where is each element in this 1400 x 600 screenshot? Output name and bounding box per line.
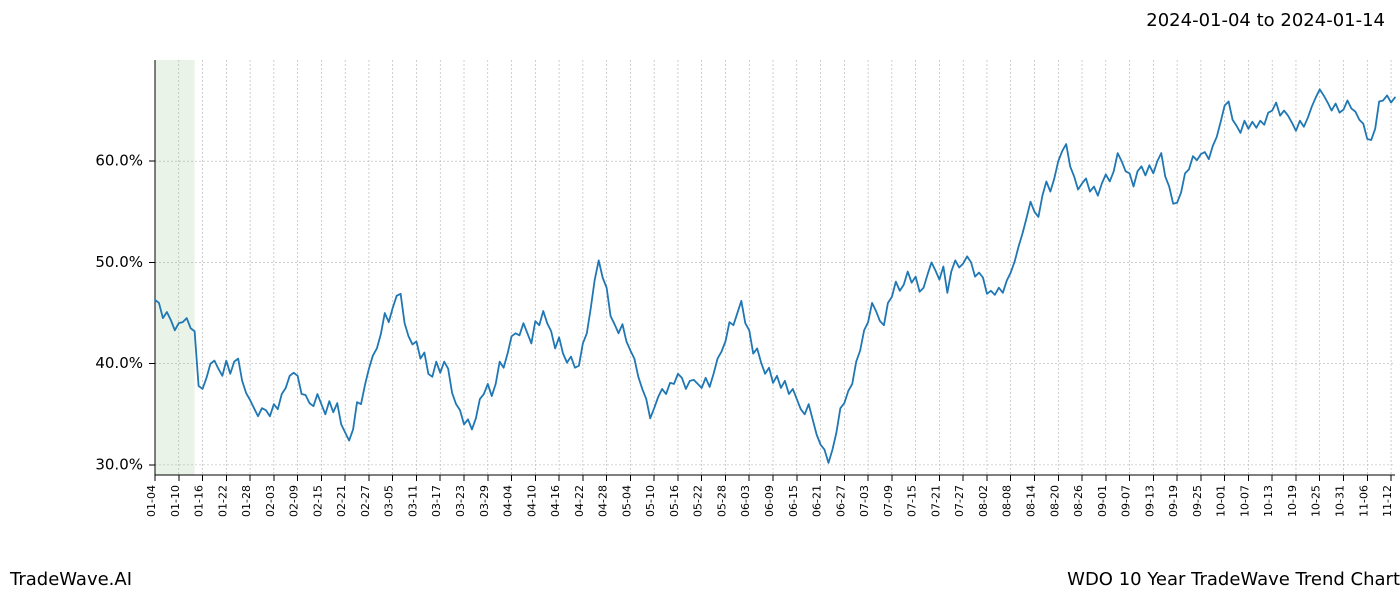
trend-chart: 30.0% 40.0% 50.0% 60.0% 01-04 01-10 01-16 01-22… <box>0 0 1400 600</box>
svg-text:02-03: 02-03 <box>264 485 277 517</box>
svg-text:08-20: 08-20 <box>1048 485 1061 517</box>
svg-text:08-02: 08-02 <box>977 485 990 517</box>
svg-text:04-04: 04-04 <box>502 485 515 517</box>
svg-text:08-08: 08-08 <box>1001 485 1014 517</box>
svg-text:04-10: 04-10 <box>525 485 538 517</box>
svg-text:50.0%: 50.0% <box>95 253 143 271</box>
svg-text:02-09: 02-09 <box>288 485 301 517</box>
svg-text:09-01: 09-01 <box>1096 485 1109 517</box>
svg-text:11-06: 11-06 <box>1357 485 1370 517</box>
svg-text:01-16: 01-16 <box>193 485 206 517</box>
svg-text:05-04: 05-04 <box>620 485 633 517</box>
svg-text:02-15: 02-15 <box>311 485 324 517</box>
svg-text:09-07: 09-07 <box>1120 485 1133 517</box>
svg-text:08-26: 08-26 <box>1072 485 1085 517</box>
svg-text:09-25: 09-25 <box>1191 485 1204 517</box>
date-range-label: 2024-01-04 to 2024-01-14 <box>1146 10 1385 31</box>
svg-text:04-28: 04-28 <box>597 485 610 517</box>
svg-text:01-10: 01-10 <box>169 485 182 517</box>
svg-text:07-21: 07-21 <box>929 485 942 517</box>
svg-text:03-11: 03-11 <box>406 485 419 517</box>
svg-text:05-16: 05-16 <box>668 485 681 517</box>
svg-text:06-27: 06-27 <box>834 485 847 517</box>
svg-text:07-27: 07-27 <box>953 485 966 517</box>
svg-text:08-14: 08-14 <box>1024 485 1037 517</box>
svg-text:30.0%: 30.0% <box>95 455 143 473</box>
svg-text:01-28: 01-28 <box>240 485 253 517</box>
svg-text:05-28: 05-28 <box>715 485 728 517</box>
svg-text:07-15: 07-15 <box>906 485 919 517</box>
svg-text:06-15: 06-15 <box>787 485 800 517</box>
svg-text:07-03: 07-03 <box>858 485 871 517</box>
svg-text:10-25: 10-25 <box>1310 485 1323 517</box>
svg-text:07-09: 07-09 <box>882 485 895 517</box>
svg-text:10-13: 10-13 <box>1262 485 1275 517</box>
svg-text:03-05: 03-05 <box>383 485 396 517</box>
footer-left-label: TradeWave.AI <box>10 569 132 590</box>
svg-text:06-21: 06-21 <box>811 485 824 517</box>
svg-text:03-23: 03-23 <box>454 485 467 517</box>
svg-text:09-19: 09-19 <box>1167 485 1180 517</box>
svg-text:40.0%: 40.0% <box>95 354 143 372</box>
chart-container: 2024-01-04 to 2024-01-14 30.0% 40.0% 50.0%… <box>0 0 1400 600</box>
svg-text:04-16: 04-16 <box>549 485 562 517</box>
svg-text:10-19: 10-19 <box>1286 485 1299 517</box>
svg-text:02-27: 02-27 <box>359 485 372 517</box>
svg-text:60.0%: 60.0% <box>95 152 143 170</box>
svg-text:03-29: 03-29 <box>478 485 491 517</box>
svg-text:02-21: 02-21 <box>335 485 348 517</box>
svg-text:03-17: 03-17 <box>430 485 443 517</box>
svg-text:10-31: 10-31 <box>1333 485 1346 517</box>
svg-text:01-04: 01-04 <box>145 485 158 517</box>
svg-text:06-09: 06-09 <box>763 485 776 517</box>
svg-text:09-13: 09-13 <box>1143 485 1156 517</box>
svg-text:05-10: 05-10 <box>644 485 657 517</box>
svg-text:10-01: 10-01 <box>1215 485 1228 517</box>
svg-text:06-03: 06-03 <box>739 485 752 517</box>
svg-text:04-22: 04-22 <box>573 485 586 517</box>
svg-text:10-07: 10-07 <box>1238 485 1251 517</box>
svg-text:01-22: 01-22 <box>216 485 229 517</box>
svg-text:05-22: 05-22 <box>692 485 705 517</box>
svg-text:11-12: 11-12 <box>1381 485 1394 517</box>
footer-right-label: WDO 10 Year TradeWave Trend Chart <box>1067 569 1400 590</box>
